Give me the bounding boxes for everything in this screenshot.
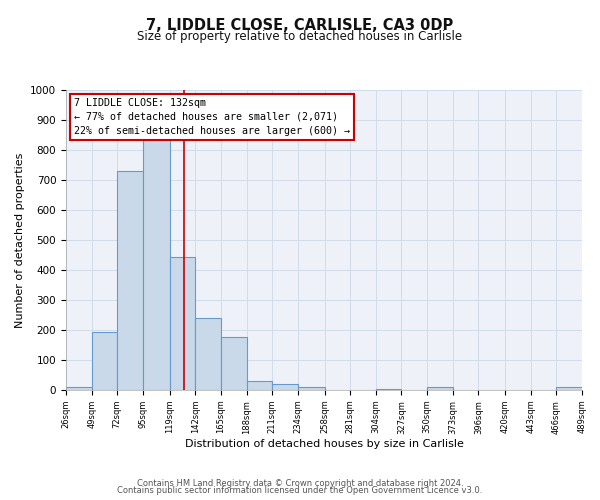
X-axis label: Distribution of detached houses by size in Carlisle: Distribution of detached houses by size … (185, 440, 463, 450)
Bar (272, 384, 298, 390)
Bar (92, 332, 117, 390)
Bar (556, 387, 582, 390)
Bar (170, 256, 195, 390)
Text: Contains HM Land Registry data © Crown copyright and database right 2024.: Contains HM Land Registry data © Crown c… (137, 478, 463, 488)
Bar (143, 140, 170, 390)
Y-axis label: Number of detached properties: Number of detached properties (14, 152, 25, 328)
Bar (221, 336, 247, 390)
Text: Contains public sector information licensed under the Open Government Licence v3: Contains public sector information licen… (118, 486, 482, 495)
Bar (117, 171, 143, 390)
Bar (247, 381, 272, 390)
Bar (195, 318, 221, 390)
Bar (376, 388, 401, 390)
Bar (427, 387, 453, 390)
Text: Size of property relative to detached houses in Carlisle: Size of property relative to detached ho… (137, 30, 463, 43)
Bar (298, 387, 325, 390)
Text: 7, LIDDLE CLOSE, CARLISLE, CA3 0DP: 7, LIDDLE CLOSE, CARLISLE, CA3 0DP (146, 18, 454, 32)
Text: 7 LIDDLE CLOSE: 132sqm
← 77% of detached houses are smaller (2,071)
22% of semi-: 7 LIDDLE CLOSE: 132sqm ← 77% of detached… (74, 98, 350, 136)
Bar (66, 387, 92, 390)
